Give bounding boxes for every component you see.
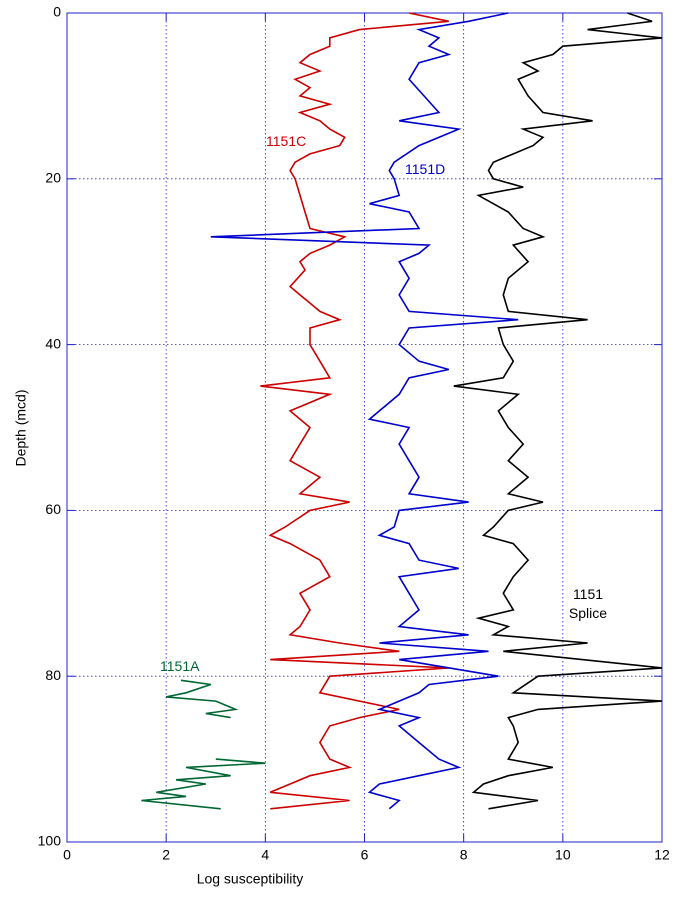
series-label: 1151 Splice bbox=[568, 586, 608, 621]
y-tick-label: 0 bbox=[53, 4, 61, 20]
x-axis-label: Log susceptibility bbox=[197, 871, 304, 887]
x-tick-label: 2 bbox=[162, 847, 170, 863]
y-axis-label: Depth (mcd) bbox=[13, 389, 29, 466]
x-tick-label: 0 bbox=[63, 847, 71, 863]
series-label: 1151C bbox=[266, 133, 307, 149]
x-tick-label: 8 bbox=[460, 847, 468, 863]
series-line bbox=[141, 679, 266, 810]
y-tick-label: 60 bbox=[45, 501, 61, 517]
y-tick-label: 100 bbox=[38, 833, 62, 849]
series-line bbox=[210, 12, 519, 810]
plot-frame bbox=[66, 12, 663, 843]
y-tick-label: 80 bbox=[45, 667, 61, 683]
x-tick-label: 6 bbox=[361, 847, 369, 863]
y-tick-label: 20 bbox=[45, 170, 61, 186]
series-label: 1151A bbox=[160, 658, 200, 674]
x-tick-label: 10 bbox=[555, 847, 571, 863]
series-line bbox=[453, 12, 663, 810]
x-tick-label: 4 bbox=[261, 847, 269, 863]
y-tick-label: 40 bbox=[45, 335, 61, 351]
x-tick-label: 12 bbox=[654, 847, 670, 863]
series-line bbox=[260, 12, 449, 810]
series-label: 1151D bbox=[405, 161, 446, 177]
